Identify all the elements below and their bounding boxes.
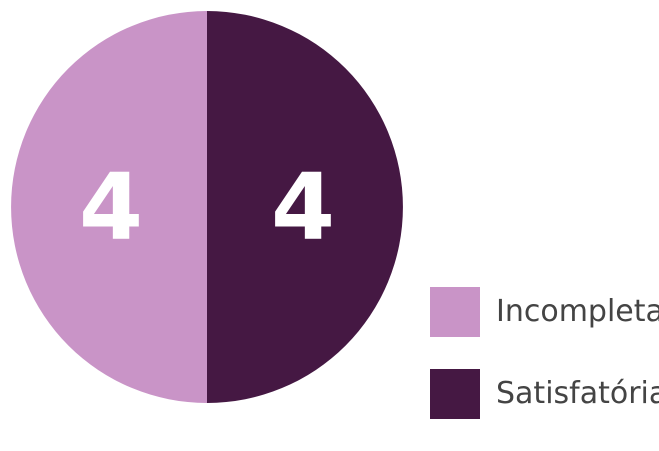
legend-label-satisfatoria: Satisfatória (496, 376, 659, 411)
legend-item-incompleta: Incompleta (430, 287, 659, 337)
legend-swatch-satisfatoria (430, 369, 480, 419)
pie-slice-satisfat-ria (207, 11, 403, 403)
legend-item-satisfatoria: Satisfatória (430, 369, 659, 419)
pie-slice-value-label: 4 (79, 154, 143, 261)
pie-slice-incompleta (11, 11, 208, 403)
pie-slice-value-label: 4 (271, 154, 335, 261)
chart-legend: Incompleta Satisfatória (430, 287, 659, 451)
legend-swatch-incompleta (430, 287, 480, 337)
legend-label-incompleta: Incompleta (496, 294, 659, 329)
